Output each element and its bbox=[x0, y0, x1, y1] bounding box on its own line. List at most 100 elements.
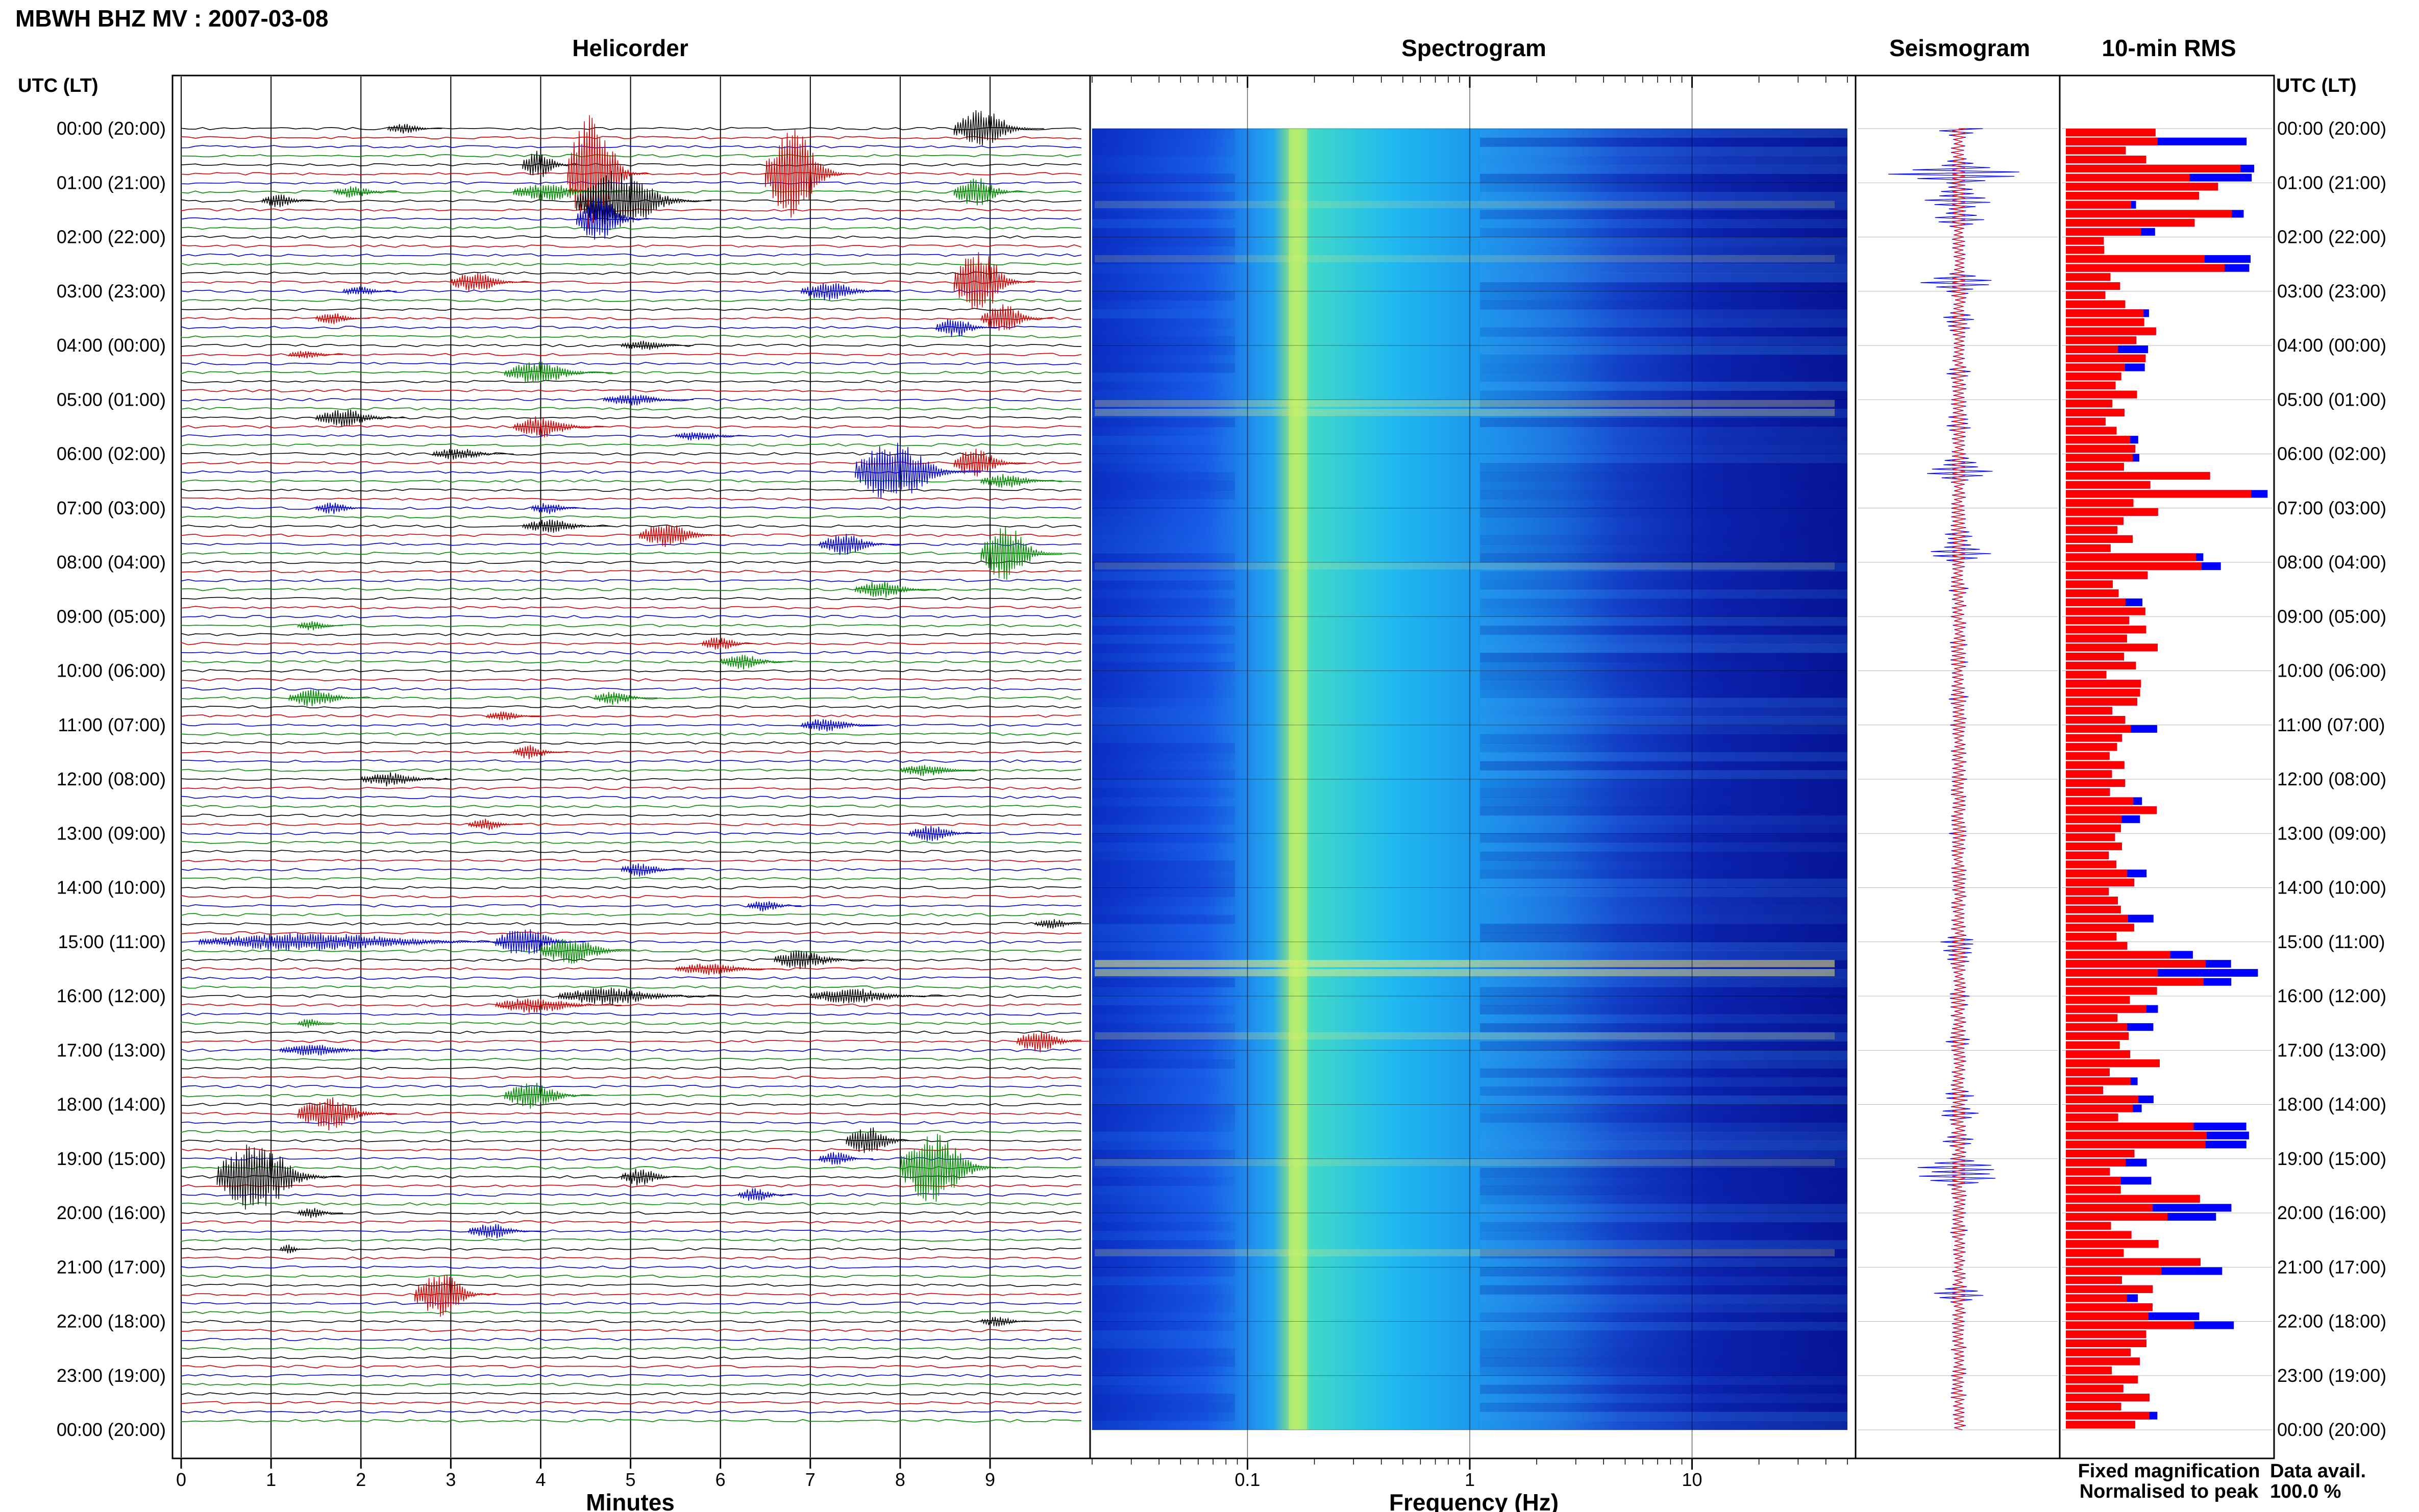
spectrogram-row-high bbox=[1480, 1141, 1847, 1150]
spectrogram-row-high bbox=[1480, 210, 1847, 219]
spectrogram-row bbox=[1092, 815, 1235, 825]
spectrogram-row bbox=[1092, 1059, 1235, 1069]
rms-bar-normalised bbox=[2066, 1068, 2110, 1076]
helicorder-x-tick-label: 6 bbox=[715, 1469, 726, 1490]
spectrogram-row-high bbox=[1480, 978, 1847, 987]
spectrogram-event-band bbox=[1095, 969, 1835, 977]
rms-bar-normalised bbox=[2066, 661, 2136, 670]
time-label-left: 21:00 (17:00) bbox=[57, 1256, 166, 1277]
time-label-left: 02:00 (22:00) bbox=[57, 227, 166, 247]
helicorder-event bbox=[576, 171, 712, 227]
spectrogram-row-high bbox=[1480, 1348, 1847, 1358]
helicorder-event bbox=[980, 304, 1053, 331]
rms-bar-normalised bbox=[2066, 1131, 2207, 1139]
spectrogram-row bbox=[1092, 1267, 1235, 1277]
spectrogram-event-band bbox=[1095, 400, 1835, 407]
rms-bar-normalised bbox=[2066, 454, 2133, 462]
helicorder-event bbox=[298, 1208, 343, 1218]
spectrogram-row-high bbox=[1480, 634, 1847, 644]
helicorder-x-tick-label: 4 bbox=[535, 1469, 546, 1490]
helicorder-trace-line bbox=[181, 922, 1082, 926]
spectrogram-row-high bbox=[1480, 661, 1847, 671]
seismogram-normalised-trace bbox=[1952, 128, 1965, 1430]
rms-bar-normalised bbox=[2066, 987, 2157, 995]
spectrogram-row bbox=[1092, 643, 1235, 653]
spectrogram-row bbox=[1092, 1258, 1235, 1268]
rms-bar-normalised bbox=[2066, 806, 2157, 814]
spectrogram-row-high bbox=[1480, 716, 1847, 726]
spectrogram-row bbox=[1092, 1195, 1235, 1204]
time-label-right: 12:00 (08:00) bbox=[2277, 769, 2386, 789]
spectrogram-row-high bbox=[1480, 400, 1847, 409]
helicorder-event bbox=[288, 689, 370, 707]
helicorder-trace-line bbox=[181, 931, 1082, 935]
helicorder-event bbox=[504, 361, 613, 383]
spectrogram-row bbox=[1092, 553, 1235, 563]
helicorder-event bbox=[603, 394, 694, 406]
spectrogram-row-high bbox=[1480, 833, 1847, 843]
helicorder-trace-line bbox=[181, 1320, 1082, 1323]
spectrogram-row-high bbox=[1480, 1294, 1847, 1304]
spectrogram-row bbox=[1092, 1402, 1235, 1412]
spectrogram-row bbox=[1092, 309, 1235, 319]
rms-bar-normalised bbox=[2066, 1303, 2153, 1311]
rms-bar-normalised bbox=[2066, 1348, 2131, 1356]
spectrogram-rows bbox=[1092, 129, 1847, 1430]
time-label-left: 15:00 (11:00) bbox=[58, 931, 166, 952]
helicorder-trace-line bbox=[181, 299, 1081, 302]
helicorder-trace-line bbox=[181, 497, 1082, 501]
helicorder-event bbox=[855, 442, 981, 499]
rms-bar-normalised bbox=[2066, 137, 2158, 145]
rms-bar-normalised bbox=[2066, 1312, 2149, 1320]
time-label-left: 05:00 (01:00) bbox=[57, 389, 166, 410]
helicorder-trace-line bbox=[181, 579, 1082, 582]
helicorder-trace-line bbox=[181, 913, 1082, 916]
spectrogram-row bbox=[1092, 210, 1235, 219]
rms-bar-normalised bbox=[2066, 1059, 2160, 1068]
spectrogram-row-high bbox=[1480, 1158, 1847, 1168]
helicorder-trace-line bbox=[181, 434, 1082, 438]
time-label-right: 06:00 (02:00) bbox=[2277, 443, 2386, 464]
spectrogram-row bbox=[1092, 436, 1235, 445]
spectrogram-row-high bbox=[1480, 1185, 1847, 1196]
spectrogram-row bbox=[1092, 897, 1235, 906]
helicorder-event bbox=[801, 283, 892, 301]
helicorder-trace-line bbox=[181, 1310, 1082, 1315]
spectrogram-row-high bbox=[1480, 156, 1847, 165]
helicorder-event bbox=[855, 581, 936, 598]
helicorder-event bbox=[342, 286, 397, 295]
rms-bar-normalised bbox=[2066, 626, 2146, 634]
spectrogram-row-high bbox=[1480, 887, 1847, 897]
spectrogram-row bbox=[1092, 1185, 1235, 1196]
spectrogram-row bbox=[1092, 951, 1235, 960]
spectrogram-row-high bbox=[1480, 698, 1847, 707]
rms-bar-normalised bbox=[2066, 309, 2144, 317]
time-label-left: 12:00 (08:00) bbox=[57, 769, 166, 789]
spectrogram-row bbox=[1092, 1168, 1235, 1177]
helicorder-event bbox=[702, 637, 757, 650]
rms-bar-normalised bbox=[2066, 1231, 2132, 1239]
time-label-left: 10:00 (06:00) bbox=[57, 660, 166, 681]
spectrogram-row-high bbox=[1480, 725, 1847, 734]
spectrogram-row-high bbox=[1480, 219, 1847, 229]
helicorder-trace-line bbox=[181, 804, 1082, 808]
helicorder-event bbox=[468, 1224, 541, 1238]
helicorder-event bbox=[720, 654, 793, 670]
spectrogram-event-band bbox=[1095, 1032, 1835, 1039]
helicorder-trace-line bbox=[181, 1337, 1082, 1342]
spectrogram-row-high bbox=[1480, 571, 1847, 581]
helicorder-event bbox=[774, 950, 865, 970]
rms-bar-normalised bbox=[2066, 1222, 2111, 1230]
spectrogram-row bbox=[1092, 1330, 1235, 1340]
spectrogram-row bbox=[1092, 246, 1235, 256]
spectrogram-row-high bbox=[1480, 1222, 1847, 1231]
spectrogram-row bbox=[1092, 481, 1235, 490]
spectrogram-row bbox=[1092, 987, 1235, 997]
rms-bar-normalised bbox=[2066, 914, 2128, 923]
helicorder-event bbox=[738, 1188, 793, 1201]
rms-bar-normalised bbox=[2066, 1213, 2168, 1221]
spectrogram-row-high bbox=[1480, 905, 1847, 915]
rms-bar-normalised bbox=[2066, 1294, 2127, 1302]
rms-bar-normalised bbox=[2066, 589, 2119, 598]
time-header-left: UTC (LT) bbox=[18, 75, 98, 96]
